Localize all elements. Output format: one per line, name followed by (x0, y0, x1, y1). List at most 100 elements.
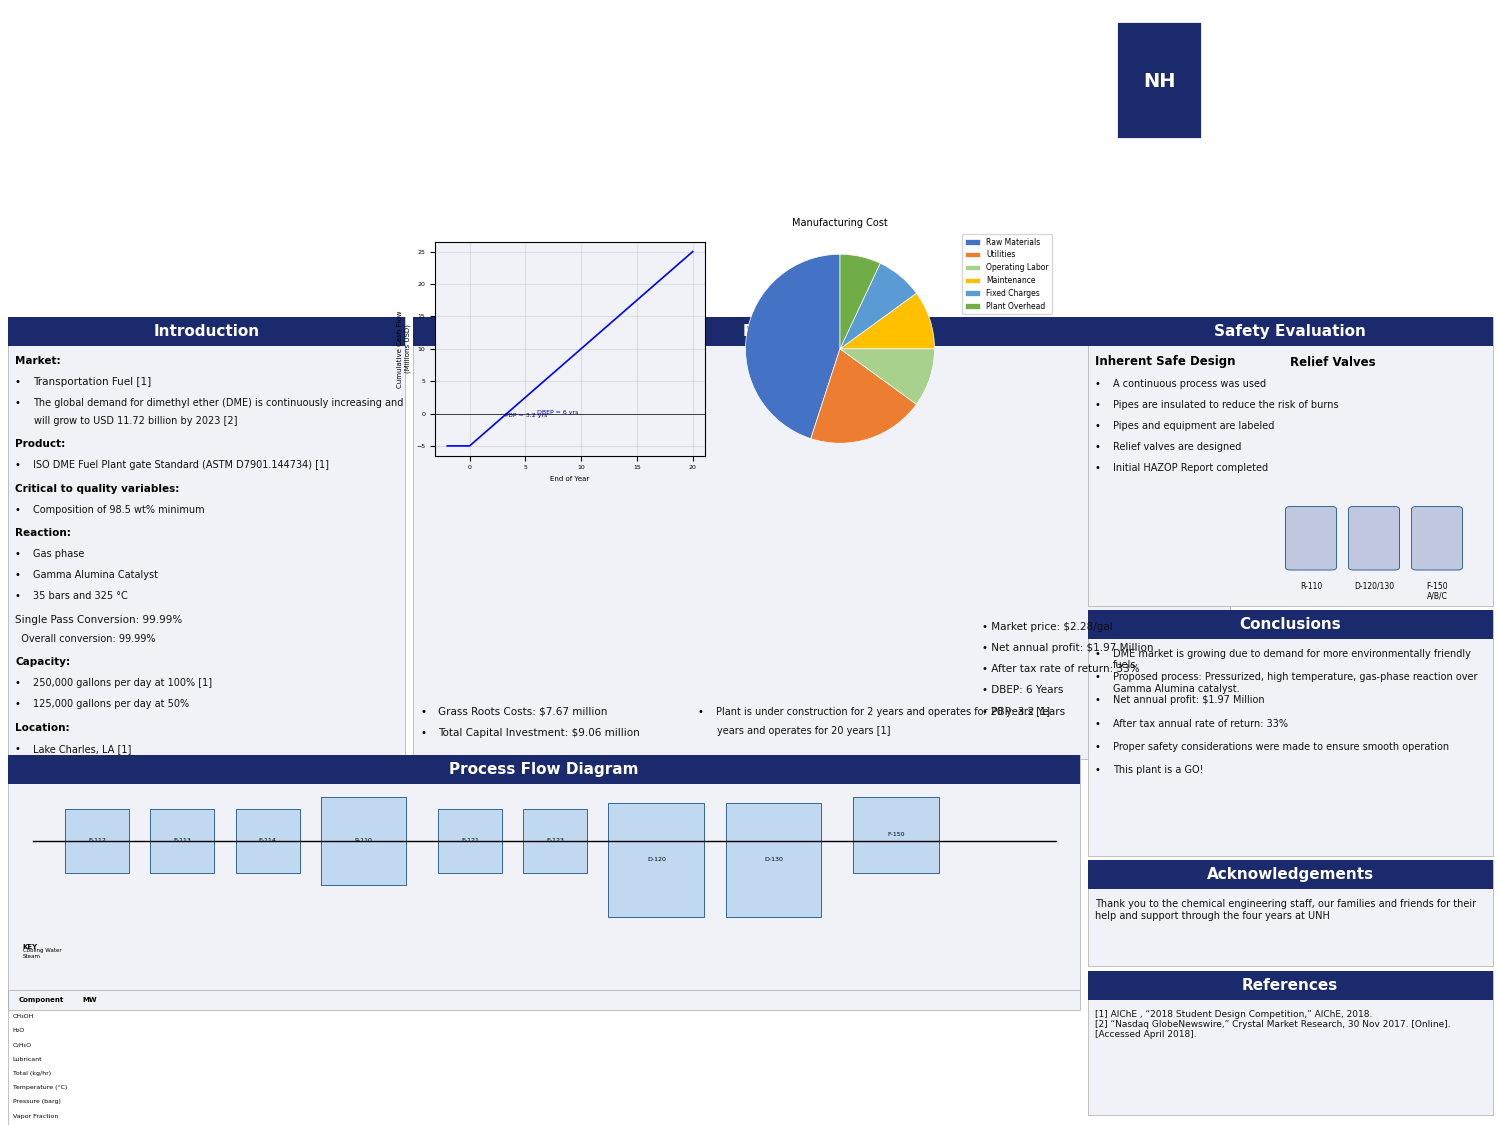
Wedge shape (840, 349, 934, 404)
FancyBboxPatch shape (1088, 971, 1492, 1115)
Text: Pipes and equipment are labeled: Pipes and equipment are labeled (1113, 421, 1275, 431)
Text: •: • (1095, 400, 1101, 410)
Text: •: • (15, 570, 21, 580)
FancyBboxPatch shape (8, 317, 405, 759)
Text: •: • (420, 706, 426, 717)
Text: DBEP = 6 yrs: DBEP = 6 yrs (537, 410, 578, 414)
Text: The global demand for dimethyl ether (DME) is continuously increasing and: The global demand for dimethyl ether (DM… (33, 398, 404, 408)
Text: Market:: Market: (15, 356, 60, 366)
Text: Proposed process: Pressurized, high temperature, gas-phase reaction over Gamma A: Proposed process: Pressurized, high temp… (1113, 672, 1478, 694)
Bar (853, 796, 939, 873)
FancyBboxPatch shape (1412, 506, 1462, 570)
FancyBboxPatch shape (1088, 317, 1492, 605)
Text: MW: MW (82, 997, 98, 1002)
Bar (438, 809, 503, 873)
Text: Lake Charles, LA [1]: Lake Charles, LA [1] (33, 744, 132, 754)
Text: •: • (1095, 379, 1101, 389)
Text: •: • (15, 549, 21, 559)
FancyBboxPatch shape (8, 755, 1080, 783)
Wedge shape (840, 294, 934, 349)
Text: Chemical Engineering, University of New Hampshire, Durham, NH 03824: Chemical Engineering, University of New … (15, 150, 520, 164)
Text: •: • (1095, 672, 1101, 682)
Text: •: • (420, 728, 426, 738)
Text: •: • (1095, 742, 1101, 752)
Text: •: • (15, 377, 21, 387)
FancyBboxPatch shape (413, 317, 1230, 759)
FancyBboxPatch shape (1088, 861, 1492, 966)
Text: Grass Roots Costs: $7.67 million: Grass Roots Costs: $7.67 million (438, 706, 608, 717)
Text: PBP = 3.2 yrs: PBP = 3.2 yrs (506, 413, 548, 417)
Text: will grow to USD 11.72 billion by 2023 [2]: will grow to USD 11.72 billion by 2023 [… (34, 416, 239, 425)
Text: 250,000 gallons per day at 100% [1]: 250,000 gallons per day at 100% [1] (33, 678, 212, 688)
Text: Serge Boucher, MaKenzie Marshall, Jia Mo, Joseph Verro: Serge Boucher, MaKenzie Marshall, Jia Mo… (15, 127, 399, 142)
Text: Plant is under construction for 2 years and operates for 20 years [1]: Plant is under construction for 2 years … (716, 706, 1050, 717)
Text: •: • (1095, 695, 1101, 705)
Text: •: • (15, 398, 21, 408)
Text: • PBP: 3.2 Years: • PBP: 3.2 Years (982, 706, 1065, 717)
Text: Pressure (barg): Pressure (barg) (13, 1099, 60, 1105)
Text: •: • (1095, 421, 1101, 431)
Legend: Raw Materials, Utilities, Operating Labor, Maintenance, Fixed Charges, Plant Ove: Raw Materials, Utilities, Operating Labo… (962, 234, 1052, 314)
Text: • After tax rate of return: 33%: • After tax rate of return: 33% (982, 664, 1140, 674)
FancyBboxPatch shape (8, 317, 405, 345)
Text: [1] AIChE , “2018 Student Design Competition,” AIChE, 2018.
[2] “Nasdaq GlobeNew: [1] AIChE , “2018 Student Design Competi… (1095, 1009, 1450, 1040)
Wedge shape (746, 254, 840, 439)
Text: •: • (15, 700, 21, 710)
Text: Reaction:: Reaction: (15, 528, 70, 538)
Text: •: • (1095, 464, 1101, 474)
Text: •: • (15, 505, 21, 514)
Text: After tax annual rate of return: 33%: After tax annual rate of return: 33% (1113, 719, 1288, 729)
Text: •: • (1095, 649, 1101, 659)
Text: Pipes are insulated to reduce the risk of burns: Pipes are insulated to reduce the risk o… (1113, 400, 1338, 410)
FancyBboxPatch shape (1348, 506, 1400, 570)
FancyBboxPatch shape (1116, 21, 1203, 138)
Text: •: • (698, 706, 703, 717)
Bar (726, 803, 822, 917)
Text: Thank you to the chemical engineering staff, our families and friends for their : Thank you to the chemical engineering st… (1095, 899, 1476, 920)
Text: Lubricant: Lubricant (13, 1056, 42, 1062)
Text: R-110: R-110 (354, 838, 372, 844)
Text: Relief Valves: Relief Valves (1290, 356, 1376, 369)
Text: 125,000 gallons per day at 50%: 125,000 gallons per day at 50% (33, 700, 189, 710)
Text: • Net annual profit: $1.97 Million: • Net annual profit: $1.97 Million (982, 644, 1154, 654)
Text: Location:: Location: (15, 722, 69, 732)
Text: Vapor Fraction: Vapor Fraction (13, 1114, 58, 1118)
Text: DME market is growing due to demand for more environmentally friendly fuels.: DME market is growing due to demand for … (1113, 649, 1472, 670)
FancyBboxPatch shape (1088, 861, 1492, 890)
FancyBboxPatch shape (8, 755, 1080, 1009)
Text: Cooling Water
Steam: Cooling Water Steam (22, 948, 62, 958)
Text: 35 bars and 325 °C: 35 bars and 325 °C (33, 592, 128, 602)
Text: E-121: E-121 (460, 838, 478, 844)
Text: Product:: Product: (15, 439, 66, 449)
Text: •: • (1095, 442, 1101, 452)
Text: Conclusions: Conclusions (1239, 618, 1341, 632)
Bar (66, 809, 129, 873)
Text: CH₃OH: CH₃OH (13, 1015, 34, 1019)
Wedge shape (840, 254, 880, 349)
Text: New Hampshire: New Hampshire (1269, 89, 1443, 107)
Text: Inherent Safe Design: Inherent Safe Design (1095, 356, 1236, 369)
FancyBboxPatch shape (1286, 506, 1336, 570)
Bar (236, 809, 300, 873)
Text: ROLO Engineers: ROLO Engineers (15, 79, 290, 107)
Text: Capacity:: Capacity: (15, 657, 70, 667)
Text: •: • (15, 744, 21, 754)
Title: Manufacturing Cost: Manufacturing Cost (792, 218, 888, 228)
Text: Initial HAZOP Report completed: Initial HAZOP Report completed (1113, 464, 1268, 474)
Text: Component: Component (18, 997, 63, 1002)
FancyBboxPatch shape (1088, 971, 1492, 1000)
Wedge shape (812, 349, 916, 443)
FancyBboxPatch shape (1088, 611, 1492, 856)
Bar (150, 809, 214, 873)
Text: F-150: F-150 (886, 832, 904, 837)
Text: Relief valves are designed: Relief valves are designed (1113, 442, 1242, 452)
FancyBboxPatch shape (413, 317, 1230, 345)
Text: Production of Dimethyl Ether from Methanol: Production of Dimethyl Ether from Methan… (15, 29, 778, 58)
Text: •: • (1095, 765, 1101, 775)
Text: Overall conversion: 99.99%: Overall conversion: 99.99% (15, 633, 156, 643)
Text: E-113: E-113 (174, 838, 192, 844)
Text: ISO DME Fuel Plant gate Standard (ASTM D7901.144734) [1]: ISO DME Fuel Plant gate Standard (ASTM D… (33, 460, 328, 470)
Text: Critical to quality variables:: Critical to quality variables: (15, 484, 180, 494)
Text: D-120: D-120 (646, 857, 666, 863)
FancyBboxPatch shape (1088, 317, 1492, 345)
